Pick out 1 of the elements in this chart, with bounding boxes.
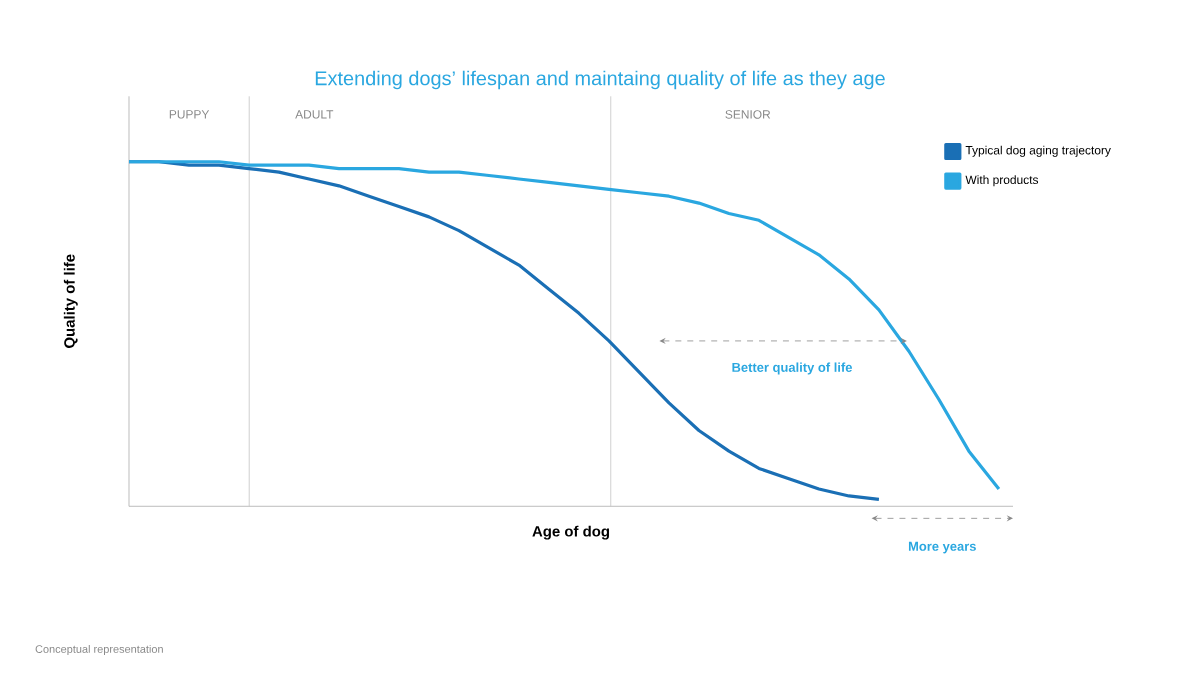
chart-title: Extending dogs’ lifespan and maintaing quality of life as they age [315, 70, 885, 90]
